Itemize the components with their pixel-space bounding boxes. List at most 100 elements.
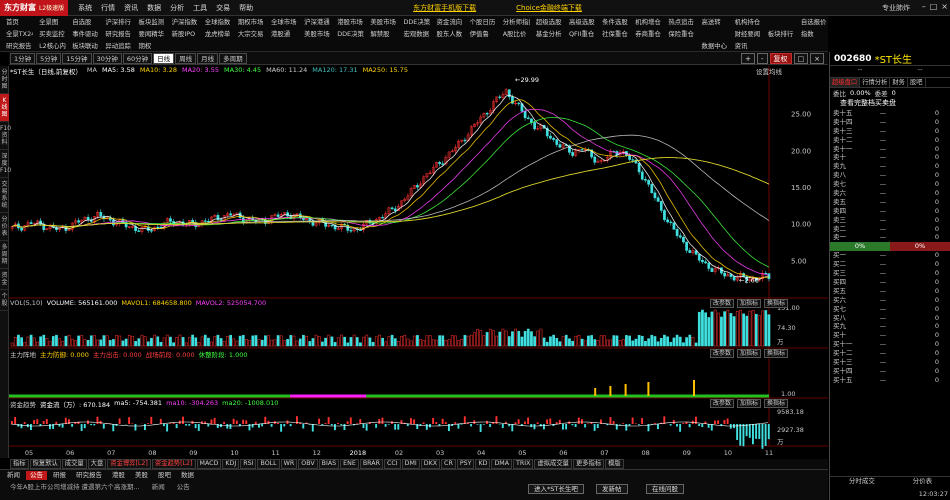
nav-link[interactable]: 社保重仓 (602, 30, 628, 38)
period-button[interactable]: 60分钟 (122, 52, 153, 64)
promo-mobile-link[interactable]: 东方财富手机版下载 (413, 3, 477, 12)
period-button[interactable]: 周线 (175, 52, 197, 64)
quote-tab[interactable]: 超级盘口 (830, 78, 861, 87)
menu-item[interactable]: 资讯 (124, 3, 139, 12)
nav-link[interactable]: DDE决策 (337, 30, 364, 38)
indicator-tab[interactable]: WR (280, 459, 298, 469)
indicator-tab[interactable]: 资金博弈[L2] (107, 459, 151, 469)
nav-link[interactable]: 期权 (138, 42, 152, 50)
nav-link[interactable]: 港股市场 (337, 18, 363, 26)
indicator-tab[interactable]: CR (441, 459, 456, 469)
news-tab[interactable]: 数据 (181, 471, 194, 479)
indicator-tab[interactable]: CCI (383, 459, 401, 469)
panel-button[interactable]: 改参数 (710, 399, 735, 408)
menu-item[interactable]: 工具 (193, 3, 208, 12)
maximize-icon[interactable]: □ (929, 2, 938, 11)
nav-link[interactable]: 港股通 (270, 30, 291, 38)
indicator-tab[interactable]: KDJ (222, 459, 240, 469)
nav-link[interactable]: QFII重仓 (569, 30, 595, 38)
left-tab[interactable]: F10资料 (0, 122, 11, 150)
news-tab[interactable]: 新闻 (7, 471, 20, 479)
nav-link[interactable]: 数据中心 (701, 42, 728, 50)
quote-tab[interactable]: 行情分析 (860, 78, 891, 87)
panel-button[interactable]: 改参数 (710, 299, 735, 308)
nav-link[interactable]: 条件选股 (602, 18, 628, 26)
indicator-tab[interactable]: MACD (196, 459, 222, 469)
panel-button[interactable]: 加指标 (737, 349, 762, 358)
period-button[interactable]: 15分钟 (62, 52, 92, 64)
panel-button[interactable]: 加指标 (737, 299, 762, 308)
period-button[interactable]: 月线 (197, 52, 219, 64)
nav-link[interactable]: 自选股 (72, 18, 92, 26)
nav-link[interactable]: 板块排行 (767, 30, 794, 38)
indicator-tab[interactable]: OBV (298, 459, 318, 469)
left-tab[interactable]: 分价表 (0, 213, 9, 241)
indicator-tab[interactable]: DMA (491, 459, 513, 469)
nav-link[interactable]: 分析师指数 (502, 18, 530, 26)
indicator-tab[interactable]: BIAS (318, 459, 340, 469)
minimize-icon[interactable]: – (921, 2, 926, 11)
indicator-tab[interactable]: TRIX (513, 459, 534, 469)
indicator-tab[interactable]: ENE (340, 459, 359, 469)
nav-link[interactable]: 股东人数 (436, 30, 463, 38)
nav-link[interactable]: 全球指数 (204, 18, 231, 26)
news-tab[interactable]: 美股 (135, 471, 148, 479)
status-button[interactable]: 在线问股 (646, 484, 684, 494)
nav-link[interactable]: 热点追击 (668, 18, 694, 26)
left-tab[interactable]: 交易系统 (0, 178, 9, 213)
user-name[interactable]: 专业肺炸 (882, 4, 910, 12)
news-item[interactable]: 公告 (176, 483, 190, 491)
left-tab[interactable]: 分时图 (0, 66, 9, 94)
nav-link[interactable]: 买卖监控 (39, 30, 65, 38)
nav-link[interactable]: 财经要闻 (734, 30, 761, 38)
nav-link[interactable]: 研究报告 (105, 30, 131, 38)
left-tab[interactable]: K线图 (0, 94, 9, 122)
nav-link[interactable]: 首页 (6, 18, 19, 26)
status-button[interactable]: 进入*ST长生吧 (528, 484, 584, 494)
left-tab[interactable]: 多周期 (0, 241, 9, 269)
nav-link[interactable]: 新股IPO (171, 30, 196, 38)
indicator-tab[interactable]: DKX (420, 459, 441, 469)
news-tab[interactable]: 研报 (53, 471, 66, 479)
indicator-tab[interactable]: 恢复默认 (29, 459, 61, 469)
nav-link[interactable]: 美股市场 (370, 18, 396, 26)
nav-link[interactable]: 资金流向 (436, 18, 463, 26)
period-button[interactable]: 5分钟 (36, 52, 62, 64)
ma-settings-link[interactable]: 设置均线 (756, 68, 782, 76)
nav-link[interactable]: 沪深港通 (304, 18, 330, 26)
news-tab[interactable]: 公告 (26, 471, 47, 480)
nav-link[interactable]: 沪深指数 (171, 18, 198, 26)
indicator-tab[interactable]: KD (475, 459, 491, 469)
quote-tab[interactable]: 财务 (890, 78, 908, 87)
adjust-button[interactable]: 复权 (769, 53, 792, 64)
nav-link[interactable]: 美股市场 (304, 30, 330, 38)
nav-link[interactable]: 沪深排行 (105, 18, 131, 26)
nav-link[interactable]: 全景TX24 (6, 30, 34, 38)
period-button[interactable]: 多周期 (219, 52, 247, 64)
close-chart-button[interactable]: × (810, 53, 824, 64)
kline-chart[interactable]: 25.00 20.00 15.00 10.00 5.00 ←29.99 ←2.66 151.0… (9, 66, 828, 458)
news-tab[interactable]: 股吧 (158, 471, 171, 479)
nav-link[interactable]: 全景图 (39, 18, 59, 26)
period-button[interactable]: 1分钟 (10, 52, 36, 64)
nav-link[interactable]: 研究报告 (6, 42, 32, 50)
menu-item[interactable]: 行情 (101, 3, 116, 12)
nav-link[interactable]: 机构增仓 (635, 18, 661, 26)
full-orderbook-link[interactable]: 查看完整档买卖盘 (840, 99, 896, 107)
nav-link[interactable]: 大宗交易 (237, 30, 264, 38)
indicator-tab[interactable]: 大盘 (87, 459, 107, 469)
indicator-tab[interactable]: 虚拟成交量 (534, 459, 572, 469)
indicator-tab[interactable]: 成交量 (61, 459, 87, 469)
menu-item[interactable]: 分析 (170, 3, 185, 12)
left-tab[interactable]: 资金 (0, 269, 9, 290)
nav-link[interactable]: 期权市场 (237, 18, 264, 26)
nav-link[interactable]: 伊值鲁 (469, 30, 489, 38)
nav-link[interactable]: 板块联动 (72, 42, 98, 50)
nav-link[interactable]: 资讯 (734, 42, 748, 50)
nav-link[interactable]: 龙虎榜单 (204, 30, 231, 38)
quote-bottom-tab[interactable]: 分价表 (912, 477, 933, 485)
indicator-tab[interactable]: 指标 (10, 459, 29, 469)
nav-link[interactable]: 异动追踪 (105, 42, 131, 50)
news-item[interactable]: 今年A股上市公司增减持 遭遇第六个高涨期... (10, 483, 140, 491)
nav-link[interactable]: 券商重仓 (635, 30, 661, 38)
